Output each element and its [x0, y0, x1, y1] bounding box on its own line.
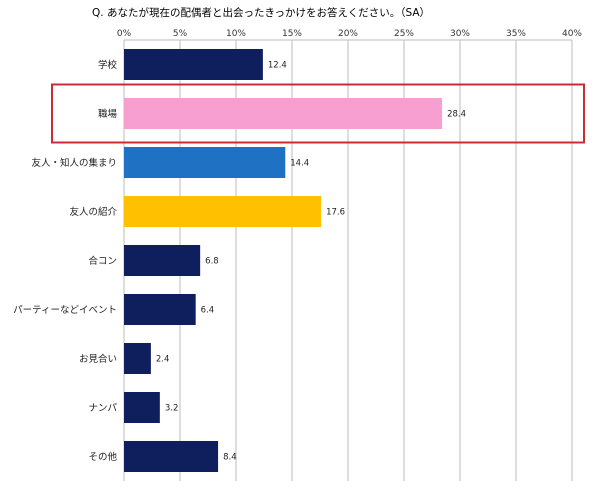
category-label: その他: [88, 451, 117, 463]
x-tick-label: 15%: [282, 29, 302, 39]
highlight-rect: [51, 83, 585, 144]
x-tick-label: 10%: [226, 29, 246, 39]
highlight-box: [51, 83, 585, 144]
x-tick-label: 0%: [117, 29, 132, 39]
data-label: 2.4: [156, 355, 170, 365]
bars: [124, 49, 443, 472]
data-label: 3.2: [165, 404, 179, 414]
x-tick-label: 30%: [450, 29, 470, 39]
data-label: 14.4: [290, 159, 309, 169]
bar: [124, 392, 160, 423]
bar: [124, 147, 286, 178]
category-label: お見合い: [79, 353, 117, 365]
bar: [124, 98, 443, 129]
bar: [124, 343, 151, 374]
bar: [124, 196, 322, 227]
category-label: パーティーなどイベント: [13, 305, 117, 316]
x-tick-label: 20%: [338, 29, 358, 39]
category-label: 学校: [98, 59, 118, 71]
category-labels: 学校職場友人・知人の集まり友人の紹介合コンパーティーなどイベントお見合いナンパそ…: [13, 59, 117, 463]
data-label: 6.8: [205, 257, 219, 267]
data-label: 6.4: [201, 306, 215, 316]
data-label: 12.4: [268, 61, 287, 71]
value-labels: 12.4 28.4 14.4 17.6 6.8 6.4 2.4 3.2 8.4: [156, 61, 466, 463]
category-label: 友人・知人の集まり: [31, 157, 117, 169]
bar: [124, 49, 263, 80]
category-label: 友人の紹介: [69, 206, 117, 218]
category-label: ナンパ: [88, 403, 117, 414]
x-tick-label: 5%: [173, 29, 188, 39]
bar: [124, 441, 219, 472]
data-label: 17.6: [326, 208, 345, 218]
x-tick-label: 35%: [506, 29, 526, 39]
x-tick-label: 40%: [562, 29, 582, 39]
chart-title: Q. あなたが現在の配偶者と出会ったきっかけをお答えください。（SA）: [92, 6, 430, 19]
data-label: 28.4: [447, 110, 466, 120]
bar: [124, 294, 196, 325]
x-tick-label: 25%: [394, 29, 414, 39]
x-axis-ticks: 0% 5% 10% 15% 20% 25% 30% 35% 40%: [117, 29, 583, 39]
category-label: 合コン: [88, 255, 117, 267]
data-label: 8.4: [223, 453, 237, 463]
category-label: 職場: [98, 108, 118, 120]
bar: [124, 245, 201, 276]
